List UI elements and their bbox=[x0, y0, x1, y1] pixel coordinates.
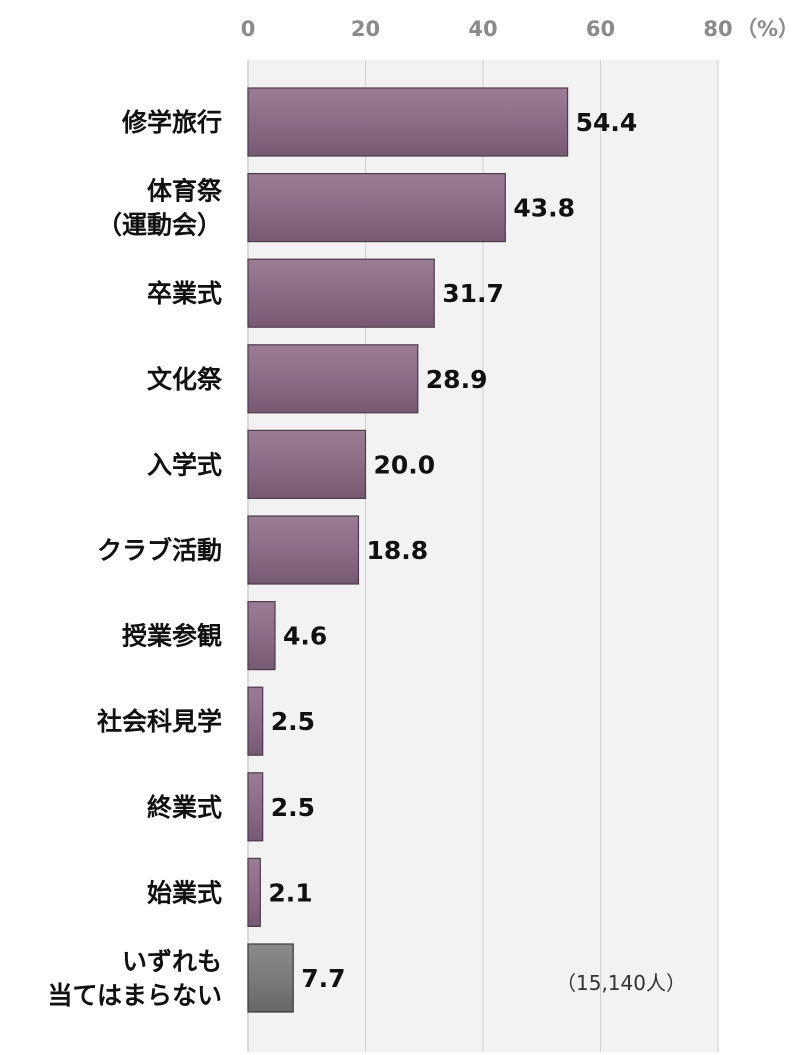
category-label: 入学式 bbox=[147, 450, 222, 479]
x-tick-label: 60 bbox=[586, 17, 615, 41]
bars bbox=[247, 87, 569, 1013]
bar bbox=[247, 258, 435, 328]
category-label: 文化祭 bbox=[147, 365, 223, 394]
bar bbox=[247, 943, 294, 1013]
category-label: 卒業式 bbox=[147, 279, 222, 308]
bar-value-label: 2.5 bbox=[271, 707, 315, 736]
bar bbox=[247, 173, 506, 243]
category-label: 当てはまらない bbox=[47, 981, 222, 1010]
bar-value-label: 18.8 bbox=[366, 536, 428, 565]
x-axis-ticks: 0 20 40 60 80 bbox=[241, 17, 733, 41]
category-label: （運動会） bbox=[97, 211, 222, 240]
value-labels: 54.4 43.8 31.7 28.9 20.0 18.8 4.6 2.5 2.5 2.1 7.7 bbox=[268, 108, 637, 993]
bar bbox=[247, 515, 360, 585]
category-label: 社会科見学 bbox=[97, 707, 222, 736]
category-label: 授業参観 bbox=[122, 622, 222, 651]
bar-value-label: 43.8 bbox=[513, 194, 575, 223]
category-label: 始業式 bbox=[147, 878, 222, 907]
category-label: 体育祭 bbox=[147, 177, 223, 206]
unit-label: （%） bbox=[736, 17, 799, 41]
bar bbox=[247, 686, 264, 756]
category-label: クラブ活動 bbox=[97, 536, 222, 565]
sample-size-note: （15,140人） bbox=[556, 971, 686, 995]
bar-value-label: 2.1 bbox=[268, 878, 312, 907]
x-tick-label: 80 bbox=[703, 17, 732, 41]
bar bbox=[247, 857, 261, 928]
category-label: 修学旅行 bbox=[121, 108, 222, 137]
bar-value-label: 2.5 bbox=[271, 793, 315, 822]
bar-value-label: 31.7 bbox=[442, 279, 504, 308]
category-label: 終業式 bbox=[147, 793, 222, 822]
bar bbox=[247, 772, 264, 842]
category-label: いずれも bbox=[122, 947, 222, 976]
bar-value-label: 4.6 bbox=[283, 622, 327, 651]
bar-value-label: 7.7 bbox=[301, 964, 345, 993]
x-tick-label: 0 bbox=[241, 17, 256, 41]
bar bbox=[247, 87, 569, 157]
bar bbox=[247, 344, 419, 414]
bar-value-label: 28.9 bbox=[426, 365, 488, 394]
bar-value-label: 20.0 bbox=[374, 450, 436, 479]
bar-value-label: 54.4 bbox=[576, 108, 638, 137]
bar bbox=[247, 600, 276, 671]
x-tick-label: 40 bbox=[468, 17, 497, 41]
x-tick-label: 20 bbox=[351, 17, 380, 41]
bar bbox=[247, 429, 367, 499]
